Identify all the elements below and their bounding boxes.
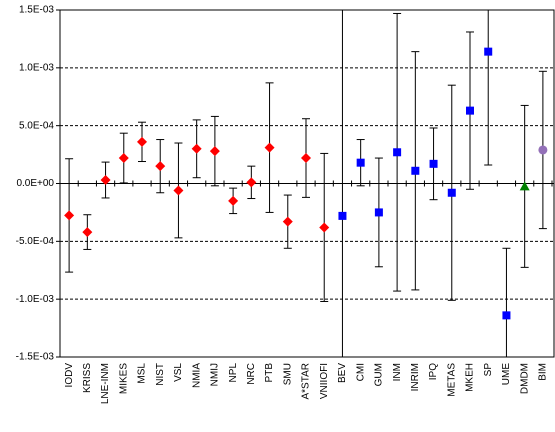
marker [155, 161, 166, 172]
x-tick-label: VNIIOFI [319, 363, 330, 399]
marker [319, 222, 330, 233]
marker [519, 181, 530, 191]
marker [538, 145, 548, 155]
x-tick-label: NMIJ [210, 363, 221, 386]
x-tick-label: LNE-INM [100, 363, 111, 404]
marker [173, 185, 184, 196]
marker [64, 210, 75, 221]
marker [264, 142, 275, 153]
y-tick-label: 1.0E-03 [19, 62, 54, 73]
marker [393, 148, 402, 157]
x-tick-label: PTB [264, 363, 275, 383]
marker [137, 136, 147, 147]
y-tick-label: -1.0E-03 [16, 294, 55, 305]
x-tick-label: SMU [282, 363, 293, 385]
marker [374, 208, 383, 217]
x-tick-label: DMDM [519, 363, 530, 394]
x-tick-label: NRC [246, 363, 257, 385]
x-tick-label: GUM [374, 363, 385, 386]
x-tick-label: NPL [228, 363, 239, 383]
y-tick-label: -5.0E-04 [16, 236, 55, 247]
x-tick-label: METAS [446, 363, 457, 397]
x-tick-label: NIST [155, 363, 166, 386]
x-tick-label: MIKES [118, 363, 129, 394]
marker [191, 143, 202, 154]
marker [282, 216, 293, 227]
marker [447, 188, 456, 197]
plot-content [65, 10, 547, 357]
x-tick-label: VSL [173, 363, 184, 382]
x-tick-label: INM [392, 363, 403, 381]
y-tick-label: 1.5E-03 [19, 5, 54, 16]
marker [484, 47, 493, 56]
x-tick-label: MKEH [465, 363, 476, 392]
y-tick-label: 5.0E-04 [19, 120, 54, 131]
x-tick-label: INRIM [410, 363, 421, 391]
marker [118, 153, 129, 164]
marker [228, 195, 239, 206]
y-tick-label: -1.5E-03 [16, 352, 55, 363]
marker [356, 158, 365, 167]
x-tick-label: SP [483, 363, 494, 377]
x-tick-label: MSL [137, 363, 148, 384]
y-tick-label: 0.0E+00 [16, 178, 54, 189]
x-tick-label: KRISS [82, 363, 93, 393]
marker [466, 106, 474, 115]
marker [100, 175, 111, 186]
x-tick-label: BEV [337, 363, 348, 383]
error-bar [484, 10, 493, 166]
marker [502, 311, 511, 320]
x-tick-label: UME [501, 363, 512, 386]
x-tick-label: A*STAR [301, 363, 312, 400]
marker [246, 177, 257, 188]
marker [338, 211, 347, 220]
x-tick-label: IODV [64, 363, 75, 388]
marker [429, 159, 438, 168]
x-tick-label: IPQ [428, 363, 439, 380]
marker [82, 227, 93, 238]
marker [209, 146, 220, 157]
marker [411, 166, 420, 175]
x-tick-label: CMI [355, 363, 366, 381]
x-tick-label: BIM [538, 363, 549, 381]
x-tick-label: NMIA [191, 363, 202, 388]
marker [301, 153, 311, 164]
